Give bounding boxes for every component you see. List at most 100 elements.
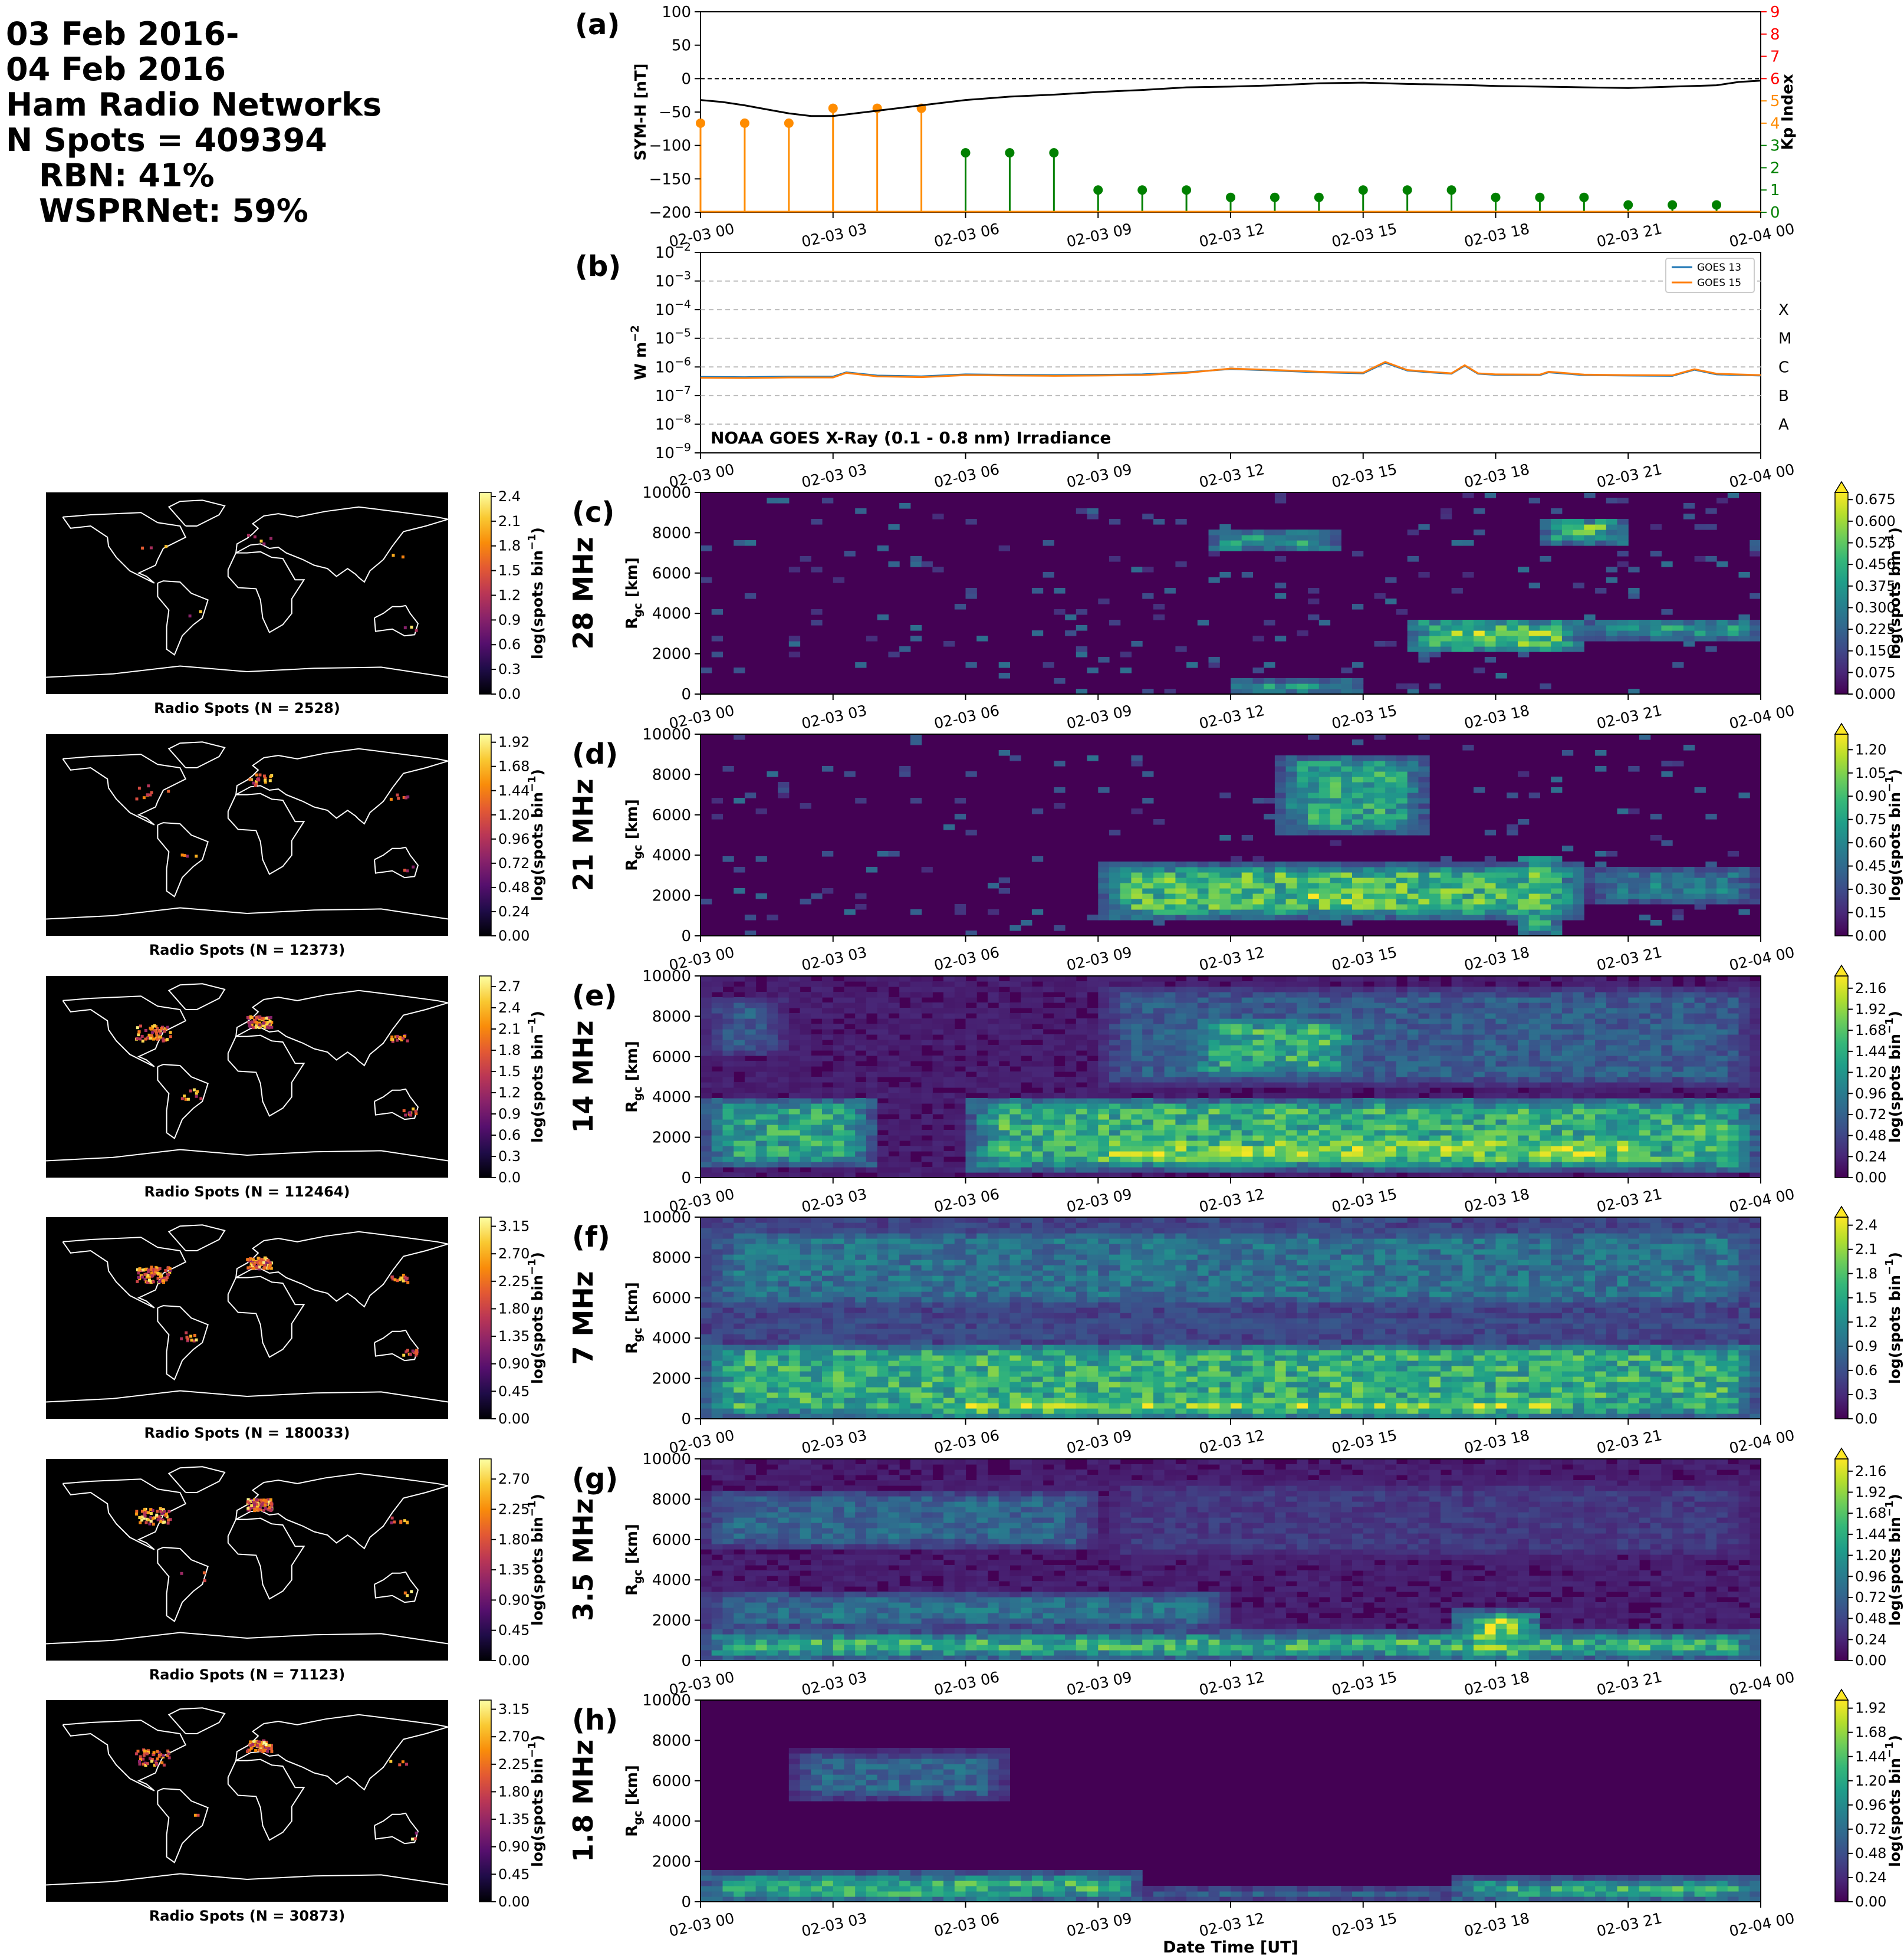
heatmap-cell [1374, 593, 1386, 599]
heatmap-cell [722, 1056, 734, 1061]
heatmap-cell [1197, 1098, 1209, 1104]
heatmap-cell [1672, 1061, 1684, 1067]
heatmap-cell [1561, 862, 1574, 867]
heatmap-cell [788, 1109, 801, 1115]
heatmap-cell [1650, 920, 1662, 926]
heatmap-cell [866, 1077, 878, 1083]
heatmap-cell [1551, 1056, 1563, 1061]
heatmap-cell [1374, 1013, 1386, 1019]
heatmap-cell [800, 1162, 811, 1168]
heatmap-cell [1352, 976, 1364, 982]
heatmap-cell [1308, 819, 1320, 825]
heatmap-cell [855, 662, 867, 668]
heatmap-cell [1264, 535, 1275, 541]
heatmap-cell [1241, 992, 1253, 998]
heatmap-cell [1551, 777, 1563, 783]
heatmap-cell [1297, 535, 1308, 541]
heatmap-cell [1120, 1103, 1132, 1109]
heatmap-cell [1252, 909, 1264, 915]
heatmap-cell [1076, 1045, 1088, 1051]
heatmap-cell [1518, 1056, 1530, 1061]
heatmap-cell [910, 1029, 922, 1035]
heatmap-cell [1573, 872, 1584, 878]
spot-marker [268, 779, 272, 783]
heatmap-cell [1120, 992, 1132, 998]
heatmap-cell [711, 1082, 723, 1088]
heatmap-cell [1363, 1061, 1375, 1067]
cbar-tick-label: 0.6 [498, 636, 521, 653]
heatmap-cell [1208, 1018, 1220, 1024]
map-colorbar-title: log(spots bin−1) [526, 527, 546, 659]
heatmap-cell [1374, 1066, 1386, 1072]
heatmap-cell [1264, 545, 1275, 551]
heatmap-cell [1252, 1162, 1264, 1168]
heatmap-cell [1109, 997, 1121, 1003]
heatmap-cell [1241, 545, 1253, 551]
heatmap-cell [1318, 761, 1331, 767]
heatmap-cell [1385, 1018, 1397, 1024]
y-tick-label: 4000 [652, 605, 691, 623]
heatmap-cell [1528, 646, 1540, 652]
spot-marker [141, 546, 144, 550]
heatmap-cell [1308, 1140, 1320, 1146]
heatmap-cell [1705, 620, 1717, 626]
heatmap-cell [844, 1008, 856, 1014]
heatmap-cell [1617, 1013, 1629, 1019]
heatmap-cell [1429, 987, 1441, 992]
heatmap-cell [1164, 992, 1176, 998]
heatmap-cell [1727, 625, 1739, 631]
heatmap-cell [1076, 1040, 1088, 1046]
heatmap-cell [788, 976, 801, 982]
heatmap-cell [1528, 1066, 1540, 1072]
heatmap-cell [998, 750, 1010, 756]
heatmap-cell [1043, 1077, 1054, 1083]
heatmap-cell [1142, 1146, 1154, 1152]
cbar-tick-label: 0.15 [1855, 905, 1886, 921]
heatmap-cell [1164, 588, 1176, 594]
heatmap-cell [1363, 1082, 1375, 1088]
heatmap-cell [767, 1103, 778, 1109]
heatmap-cell [1330, 1034, 1341, 1040]
heatmap-cell [778, 976, 790, 982]
heatmap-cell [1440, 1172, 1452, 1178]
heatmap-cell [767, 771, 778, 777]
heatmap-cell [1252, 1077, 1264, 1083]
heatmap-cell [921, 992, 933, 998]
heatmap-cell [1418, 1018, 1430, 1024]
heatmap-cell [778, 1002, 790, 1008]
heatmap-cell [1474, 1093, 1485, 1099]
heatmap-cell [1021, 1093, 1032, 1099]
heatmap-cell [1484, 1024, 1497, 1030]
heatmap-cell [744, 1071, 757, 1077]
heatmap-cell [1484, 1002, 1497, 1008]
heatmap-cell [1231, 1018, 1242, 1024]
heatmap-cell [1231, 883, 1242, 889]
heatmap-cell [822, 1077, 834, 1083]
heatmap-cell [1308, 1093, 1320, 1099]
heatmap-cell [1584, 1135, 1596, 1141]
heatmap-cell [1716, 872, 1728, 878]
heatmap-cell [767, 1125, 778, 1130]
map-panel: Radio Spots (N = 2528)0.00.30.60.91.21.5… [45, 488, 546, 716]
heatmap-cell [1518, 1050, 1530, 1056]
heatmap-cell [701, 1061, 712, 1067]
heatmap-cell [1219, 1071, 1231, 1077]
heatmap-cell [899, 1146, 911, 1152]
heatmap-cell [1131, 867, 1143, 873]
heatmap-cell [1098, 1151, 1110, 1157]
heatmap-cell [1131, 808, 1143, 814]
heatmap-cell [1264, 987, 1275, 992]
heatmap-cell [1705, 877, 1717, 883]
heatmap-cell [1396, 1087, 1408, 1093]
heatmap-cell [1451, 1093, 1463, 1099]
heatmap-cell [1528, 883, 1540, 889]
heatmap-cell [1561, 1087, 1574, 1093]
heatmap-cell [1396, 777, 1408, 783]
heatmap-cell [1628, 636, 1640, 642]
heatmap-cell [1418, 893, 1430, 899]
heatmap-cell [1595, 1077, 1607, 1083]
heatmap-cell [1274, 787, 1287, 793]
heatmap-cell [998, 1103, 1010, 1109]
heatmap-cell [1650, 1130, 1662, 1136]
heatmap-cell [1341, 1125, 1353, 1130]
